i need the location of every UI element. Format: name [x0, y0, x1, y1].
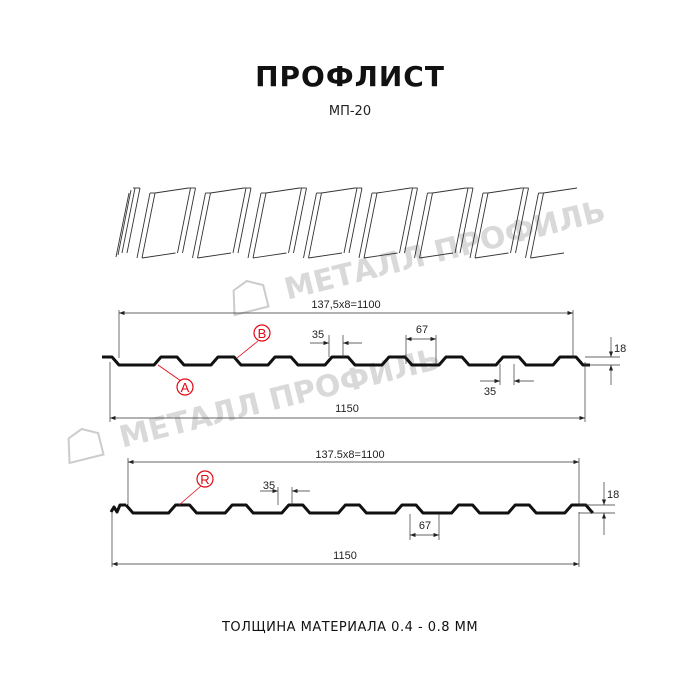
sheet-edge: [432, 187, 467, 194]
sheet-edge: [419, 192, 433, 259]
pitch-label: 137,5x8=1100: [311, 299, 380, 311]
profile-top: 137,5x8=1100 1150 35 67 35 18 B A: [102, 299, 626, 422]
sheet-edge: [348, 187, 363, 254]
height-label: 18: [614, 343, 626, 355]
ridge-top-label-2: 35: [263, 480, 275, 492]
sheet-edge: [510, 187, 524, 254]
marker-a: A: [157, 364, 194, 396]
total-width-label: 1150: [335, 403, 359, 415]
sheet-edge: [303, 192, 317, 259]
sheet-edge: [487, 187, 522, 194]
valley-width-label-2: 67: [419, 520, 431, 532]
sheet-edge: [525, 192, 539, 259]
sheet-edge: [530, 252, 565, 259]
sheet-edge: [252, 252, 287, 259]
svg-text:МЕТАЛЛ ПРОФИЛЬ: МЕТАЛЛ ПРОФИЛЬ: [281, 194, 609, 308]
sheet-edge: [136, 192, 151, 259]
page-subtitle: МП-20: [328, 104, 372, 119]
sheet-3d-view: [115, 187, 578, 259]
svg-text:A: A: [181, 380, 190, 395]
sheet-edge: [515, 187, 529, 254]
sheet-edge: [469, 192, 484, 259]
height-label-2: 18: [607, 489, 619, 501]
sheet-edge: [232, 187, 247, 254]
ridge-top-label: 35: [312, 329, 324, 341]
sheet-edge: [237, 187, 252, 254]
watermark-1: МЕТАЛЛ ПРОФИЛЬ: [232, 194, 609, 317]
svg-text:R: R: [200, 472, 209, 487]
sheet-edge: [197, 192, 211, 259]
sheet-edge: [141, 192, 156, 259]
sheet-edge: [343, 187, 358, 254]
sheet-edge: [363, 252, 398, 259]
marker-b: B: [236, 324, 271, 359]
svg-text:B: B: [258, 326, 267, 341]
pitch-label-2: 137.5x8=1100: [315, 449, 384, 461]
sheet-edge: [288, 187, 302, 254]
sheet-edge: [117, 189, 132, 256]
total-width-label-2: 1150: [333, 550, 357, 562]
sheet-edge: [454, 187, 469, 254]
sheet-edge: [154, 187, 189, 194]
sheet-edge: [177, 187, 191, 254]
sheet-edge: [210, 187, 245, 194]
sheet-edge: [358, 192, 373, 259]
sheet-edge: [414, 192, 428, 259]
sheet-edge: [252, 192, 267, 259]
profile-bottom-line: [109, 503, 594, 515]
sheet-edge: [126, 187, 141, 254]
sheet-edge: [247, 192, 262, 259]
sheet-edge: [321, 187, 356, 194]
sheet-edge: [141, 252, 176, 259]
sheet-edge: [197, 252, 232, 259]
svg-text:МЕТАЛЛ ПРОФИЛЬ: МЕТАЛЛ ПРОФИЛЬ: [116, 342, 444, 456]
marker-r: R: [178, 470, 214, 506]
material-thickness-note: ТОЛЩИНА МАТЕРИАЛА 0.4 - 0.8 ММ: [221, 620, 479, 635]
sheet-edge: [474, 252, 509, 259]
profile-top-line: [102, 355, 590, 367]
sheet-edge: [363, 192, 378, 259]
sheet-edge: [308, 252, 343, 259]
sheet-edge: [192, 192, 206, 259]
sheet-edge: [543, 187, 578, 194]
sheet-edge: [459, 187, 474, 254]
sheet-edge: [474, 192, 489, 259]
profile-bottom: 137.5x8=1100 1150 35 67 18 R: [109, 449, 619, 567]
sheet-edge: [121, 187, 136, 254]
sheet-edge: [376, 187, 411, 194]
sheet-edge: [399, 187, 413, 254]
ridge-bottom-label: 35: [484, 386, 496, 398]
sheet-edge: [308, 192, 322, 259]
page-title: ПРОФЛИСТ: [255, 60, 445, 93]
sheet-edge: [530, 192, 544, 259]
sheet-edge: [293, 187, 307, 254]
sheet-edge: [265, 187, 300, 194]
sheet-edge: [182, 187, 196, 254]
valley-width-label: 67: [416, 324, 428, 336]
sheet-edge: [404, 187, 418, 254]
sheet-edge: [419, 252, 454, 259]
sheet-edge: [115, 192, 130, 258]
